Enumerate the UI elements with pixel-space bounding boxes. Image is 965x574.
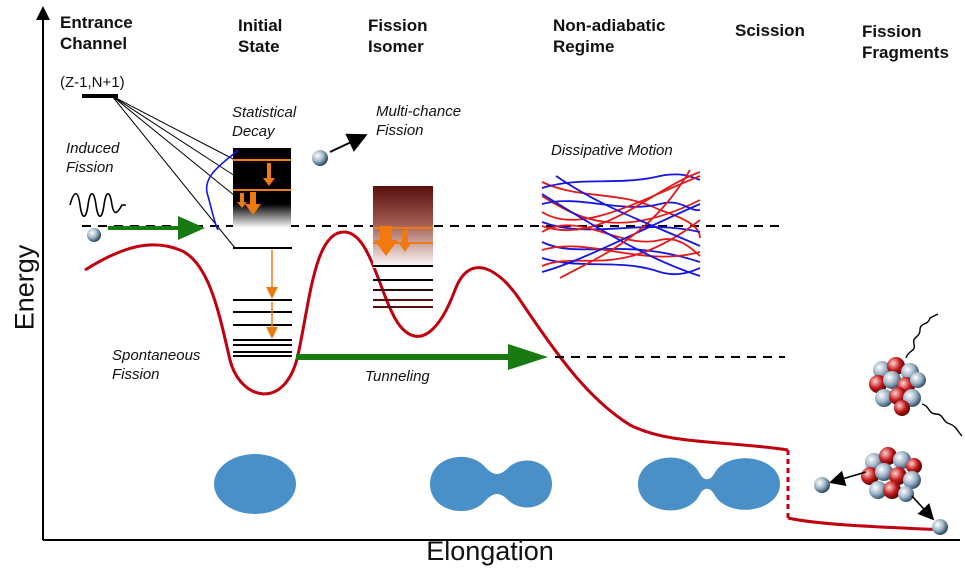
initial-orange-levels — [233, 159, 291, 191]
initial-discrete-levels — [233, 247, 292, 357]
axes — [36, 6, 960, 541]
fission-barrier-curve — [84, 230, 789, 452]
incoming-gamma-wave — [69, 192, 126, 218]
neutron-emit-arrow-left — [828, 470, 867, 487]
multichance-arrow — [329, 133, 368, 153]
post-scission-curve — [787, 516, 946, 532]
note-spontaneous-fission: Spontaneous Fission — [112, 347, 201, 383]
note-tunneling: Tunneling — [365, 368, 430, 385]
entrance-state-label: (Z-1,N+1) — [60, 74, 125, 91]
tunneling-arrow — [296, 344, 548, 370]
fragment-gamma-wave-down — [921, 403, 963, 437]
lower-fragment-nucleus — [861, 447, 922, 502]
initial-orange-arrows — [237, 163, 275, 215]
y-axis-label: Energy — [9, 244, 40, 331]
header-initial-state: Initial State — [238, 16, 283, 56]
shape-deformed — [430, 456, 552, 512]
level-density-curve — [205, 149, 239, 231]
header-entrance-channel: Entrance Channel — [60, 13, 133, 53]
upper-fragment-nucleus — [869, 357, 926, 416]
note-induced-fission: Induced Fission — [66, 140, 120, 176]
y-axis-arrowhead — [36, 6, 50, 20]
header-fission-fragments: Fission Fragments — [862, 22, 949, 62]
induced-arrow — [108, 216, 205, 240]
initial-state-continuum — [233, 148, 291, 228]
isomer-discrete-levels — [373, 265, 433, 308]
header-nonadiabatic-regime: Non-adiabatic Regime — [553, 16, 666, 56]
header-fission-isomer: Fission Isomer — [368, 16, 428, 56]
nuclear-shapes — [214, 454, 780, 514]
fragment-gamma-wave-up — [905, 313, 939, 359]
header-scission: Scission — [735, 21, 805, 40]
isomer-orange-arrows — [374, 226, 412, 256]
shape-prescission — [638, 457, 780, 511]
incoming-neutron — [87, 228, 101, 242]
shape-spherical — [214, 454, 296, 514]
emitted-neutron-left — [814, 477, 830, 493]
note-multichance-fission: Multi-chance Fission — [376, 103, 462, 139]
neutron-emit-arrow-right — [911, 495, 935, 521]
note-statistical-decay: Statistical Decay — [232, 104, 297, 140]
x-axis-label: Elongation — [426, 536, 554, 566]
note-dissipative-motion: Dissipative Motion — [551, 142, 673, 159]
emitted-neutron-right — [932, 519, 948, 535]
multichance-neutron — [312, 150, 328, 166]
dissipative-lines — [541, 169, 701, 279]
